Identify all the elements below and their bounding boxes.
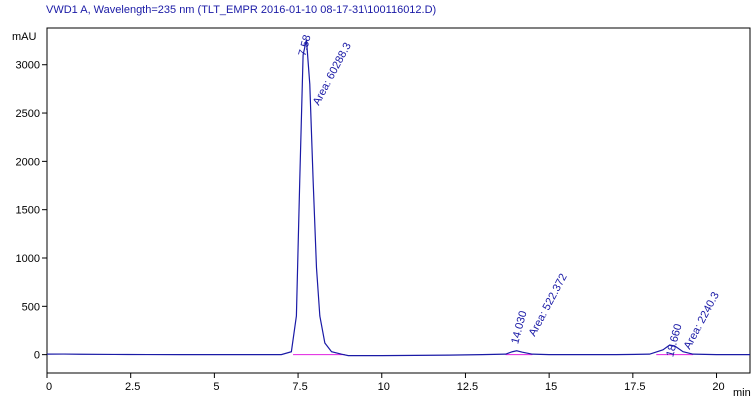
y-tick-label: 500: [22, 301, 40, 313]
x-tick-label: 0: [46, 381, 52, 393]
x-tick-label: 20: [712, 381, 724, 393]
y-axis-label: mAU: [12, 31, 37, 43]
x-tick-label: 17.5: [624, 381, 645, 393]
peak-area-label: Area: 2240.3: [682, 290, 722, 351]
x-axis-label: min: [733, 387, 751, 399]
chart-title: VWD1 A, Wavelength=235 nm (TLT_EMPR 2016…: [46, 4, 436, 16]
y-tick-label: 3000: [16, 60, 40, 72]
plot-frame: [46, 27, 751, 374]
peak-time-label: 7.58: [297, 34, 314, 58]
y-tick-label: 0: [34, 350, 40, 362]
x-tick-label: 5: [213, 381, 219, 393]
y-tick-label: 1500: [16, 205, 40, 217]
x-tick-label: 12.5: [457, 381, 478, 393]
peak-time-label: 14.030: [509, 310, 529, 346]
x-tick-label: 10: [378, 381, 390, 393]
peak-time-label: 18.660: [664, 323, 684, 359]
y-tick-label: 1000: [16, 253, 40, 265]
x-tick-label: 2.5: [125, 381, 140, 393]
series-line: [46, 39, 750, 357]
x-tick-label: 15: [545, 381, 557, 393]
peak-area-label: Area: 60288.3: [311, 41, 354, 108]
y-tick-label: 2500: [16, 108, 40, 120]
y-tick-label: 2000: [16, 156, 40, 168]
peak-area-label: Area: 522.372: [527, 272, 570, 339]
x-tick-label: 7.5: [292, 381, 307, 393]
